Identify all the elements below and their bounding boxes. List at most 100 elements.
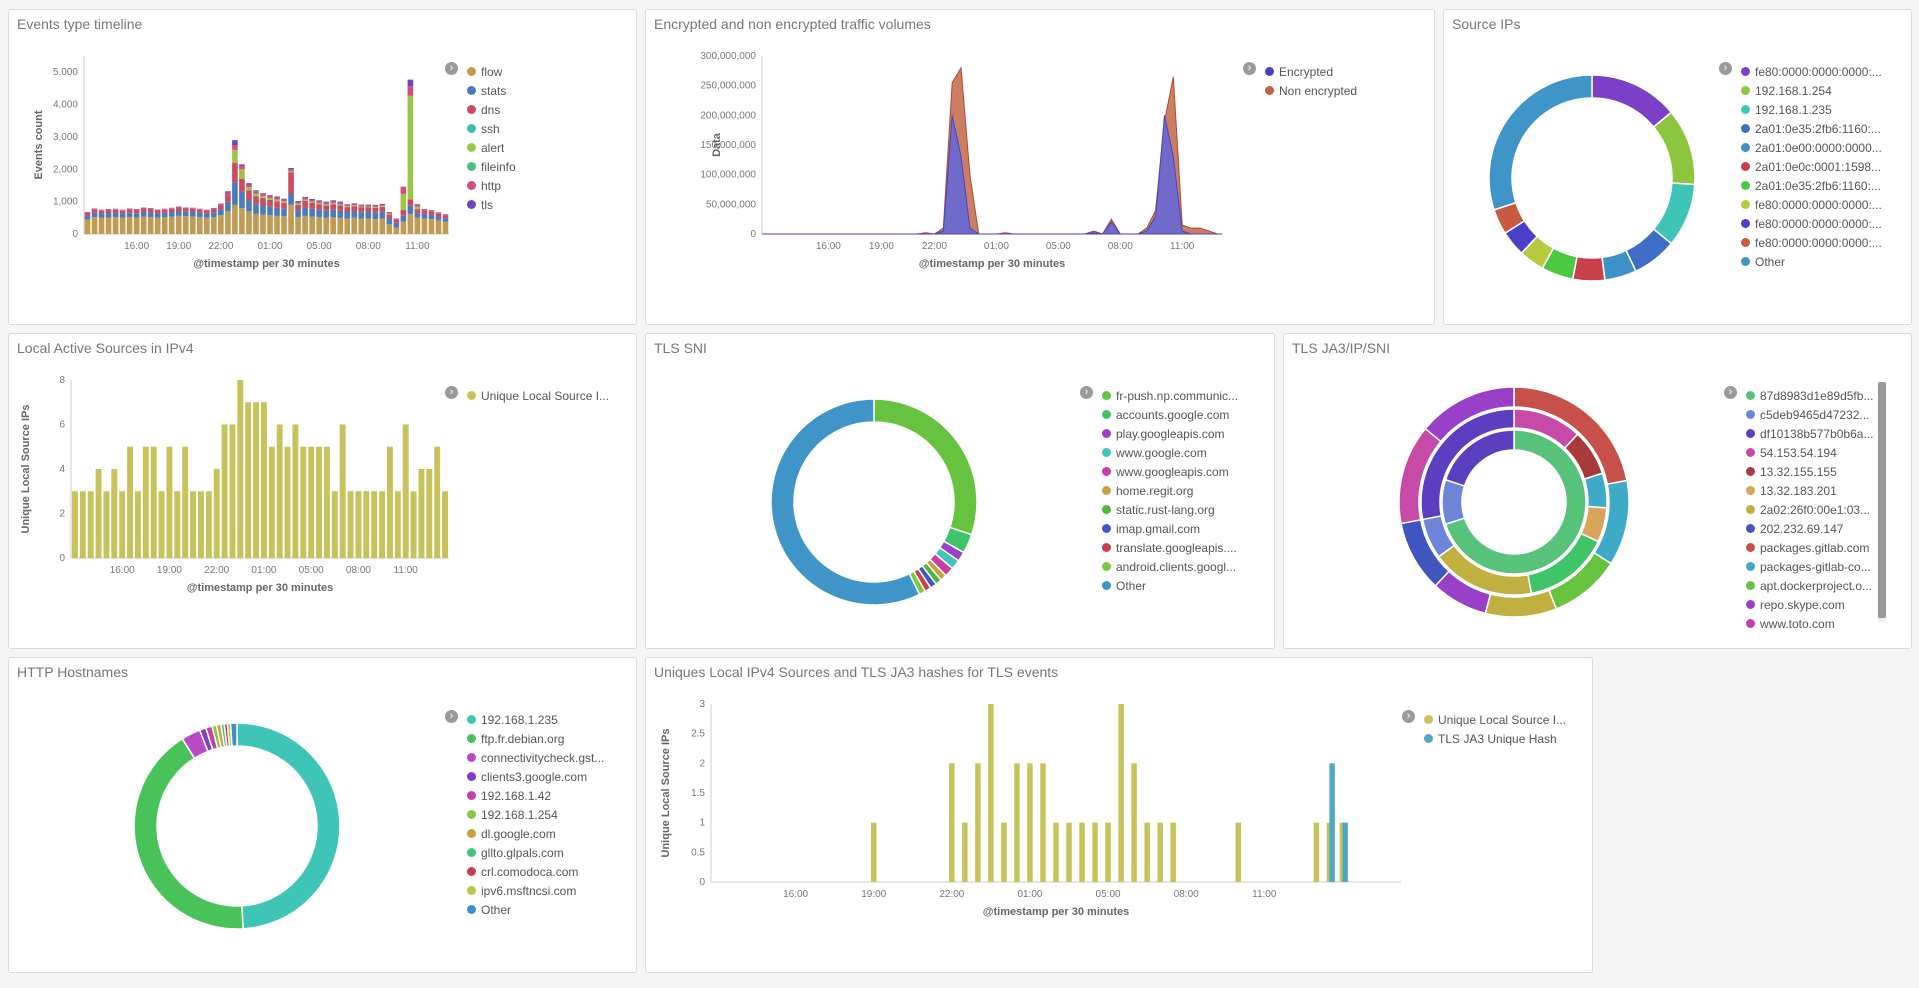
x-tick-label: 01:00 bbox=[1017, 889, 1042, 900]
legend-swatch bbox=[1746, 486, 1755, 495]
legend-item[interactable]: 2a01:0e00:0000:0000... bbox=[1741, 138, 1882, 157]
bar-alert bbox=[414, 206, 421, 210]
legend-item[interactable]: apt.dockerproject.o... bbox=[1746, 576, 1873, 595]
legend-item[interactable]: http bbox=[467, 176, 516, 195]
legend-item[interactable]: 2a02:26f0:00e1:03... bbox=[1746, 500, 1873, 519]
legend-item[interactable]: ssh bbox=[467, 119, 516, 138]
legend-item[interactable]: Unique Local Source I... bbox=[467, 386, 609, 405]
legend-item[interactable]: tls bbox=[467, 195, 516, 214]
legend-label: ftp.fr.debian.org bbox=[481, 731, 565, 746]
legend-item[interactable]: fe80:0000:0000:0000:... bbox=[1741, 195, 1882, 214]
legend-item[interactable]: www.toto.com bbox=[1746, 614, 1873, 633]
legend-item[interactable]: 202.232.69.147 bbox=[1746, 519, 1873, 538]
legend-item[interactable]: stats bbox=[467, 81, 516, 100]
legend-scrollbar[interactable] bbox=[1878, 382, 1886, 622]
legend-item[interactable]: connectivitycheck.gst... bbox=[467, 748, 604, 767]
legend-item[interactable]: ftp.fr.debian.org bbox=[467, 729, 604, 748]
legend-item[interactable]: Other bbox=[1741, 252, 1882, 271]
bar-stats bbox=[421, 213, 428, 219]
legend-item[interactable]: 192.168.1.254 bbox=[1741, 81, 1882, 100]
legend-item[interactable]: 2a01:0e35:2fb6:1160:... bbox=[1741, 176, 1882, 195]
legend-swatch bbox=[467, 810, 476, 819]
bar-flow bbox=[246, 211, 252, 234]
legend-item[interactable]: Non encrypted bbox=[1265, 81, 1357, 100]
legend-item[interactable]: 192.168.1.42 bbox=[467, 786, 604, 805]
legend-item[interactable]: 192.168.1.235 bbox=[1741, 100, 1882, 119]
bar-stats bbox=[189, 211, 196, 217]
legend-item[interactable]: dns bbox=[467, 100, 516, 119]
legend-toggle-icon[interactable]: › bbox=[445, 386, 458, 399]
legend-item[interactable]: Encrypted bbox=[1265, 62, 1357, 81]
legend-toggle-icon[interactable]: › bbox=[445, 710, 458, 723]
legend-item[interactable]: fe80:0000:0000:0000:... bbox=[1741, 233, 1882, 252]
legend-item[interactable]: ipv6.msftncsi.com bbox=[467, 881, 604, 900]
bar-unique-local-source-ips bbox=[182, 446, 189, 558]
legend-item[interactable]: fe80:0000:0000:0000:... bbox=[1741, 62, 1882, 81]
legend-item[interactable]: home.regit.org bbox=[1102, 481, 1238, 500]
bar-flow bbox=[133, 217, 140, 234]
legend-item[interactable]: accounts.google.com bbox=[1102, 405, 1238, 424]
legend-item[interactable]: crl.comodoca.com bbox=[467, 862, 604, 881]
bar-tls bbox=[323, 201, 329, 203]
legend-toggle-icon[interactable]: › bbox=[1719, 62, 1732, 75]
legend-toggle-icon[interactable]: › bbox=[445, 62, 458, 75]
bar-http bbox=[260, 194, 266, 197]
x-tick-label: 05:00 bbox=[1046, 241, 1071, 252]
legend-item[interactable]: static.rust-lang.org bbox=[1102, 500, 1238, 519]
legend-label: fe80:0000:0000:0000:... bbox=[1755, 197, 1882, 212]
legend-item[interactable]: Unique Local Source I... bbox=[1424, 710, 1566, 729]
bar-unique-local-source-ips bbox=[962, 822, 968, 882]
legend-item[interactable]: Other bbox=[467, 900, 604, 919]
legend-item[interactable]: 54.153.54.194 bbox=[1746, 443, 1873, 462]
legend-item[interactable]: imap.gmail.com bbox=[1102, 519, 1238, 538]
legend-toggle-icon[interactable]: › bbox=[1402, 710, 1415, 723]
y-tick-label: 2.5 bbox=[691, 729, 705, 740]
legend-item[interactable]: clients3.google.com bbox=[467, 767, 604, 786]
legend-item[interactable]: flow bbox=[467, 62, 516, 81]
legend-item[interactable]: alert bbox=[467, 138, 516, 157]
legend-item[interactable]: repo.skype.com bbox=[1746, 595, 1873, 614]
legend-item[interactable]: gllto.glpals.com bbox=[467, 843, 604, 862]
legend-item[interactable]: 13.32.155.155 bbox=[1746, 462, 1873, 481]
legend-item[interactable]: Other bbox=[1102, 576, 1238, 595]
legend-label: Other bbox=[481, 902, 512, 917]
legend-item[interactable]: translate.googleapis.... bbox=[1102, 538, 1238, 557]
legend-swatch bbox=[1265, 86, 1274, 95]
legend-item[interactable]: 192.168.1.254 bbox=[467, 805, 604, 824]
legend-item[interactable]: dl.google.com bbox=[467, 824, 604, 843]
legend-item[interactable]: www.google.com bbox=[1102, 443, 1238, 462]
bar-flow bbox=[182, 216, 189, 234]
legend-item[interactable]: packages-gitlab-co... bbox=[1746, 557, 1873, 576]
legend-item[interactable]: 2a01:0e35:2fb6:1160:... bbox=[1741, 119, 1882, 138]
legend-item[interactable]: df10138b577b0b6a... bbox=[1746, 424, 1873, 443]
legend-label: clients3.google.com bbox=[481, 769, 588, 784]
y-tick-label: 3 bbox=[699, 699, 705, 710]
bar-tls bbox=[260, 193, 266, 195]
legend-item[interactable]: packages.gitlab.com bbox=[1746, 538, 1873, 557]
legend-item[interactable]: 192.168.1.235 bbox=[467, 710, 604, 729]
bar-dns bbox=[442, 215, 449, 219]
bar-http bbox=[225, 192, 231, 196]
legend-item[interactable]: www.googleapis.com bbox=[1102, 462, 1238, 481]
bar-http bbox=[246, 184, 252, 188]
legend-toggle-icon[interactable]: › bbox=[1080, 386, 1093, 399]
legend-scroll-thumb[interactable] bbox=[1878, 382, 1886, 618]
legend-item[interactable]: play.googleapis.com bbox=[1102, 424, 1238, 443]
bar-unique-local-source-ips bbox=[1079, 822, 1085, 882]
legend-item[interactable]: 13.32.183.201 bbox=[1746, 481, 1873, 500]
panel-http-hostnames: HTTP Hostnames › 192.168.1.235 ftp.fr.deb… bbox=[8, 657, 637, 973]
legend-item[interactable]: TLS JA3 Unique Hash bbox=[1424, 729, 1566, 748]
bar-unique-local-source-ips bbox=[331, 491, 338, 558]
legend-item[interactable]: 87d8983d1e89d5fb... bbox=[1746, 386, 1873, 405]
legend-item[interactable]: c5deb9465d47232... bbox=[1746, 405, 1873, 424]
legend-toggle-icon[interactable]: › bbox=[1724, 386, 1737, 399]
legend-item[interactable]: fe80:0000:0000:0000:... bbox=[1741, 214, 1882, 233]
y-axis-label: Unique Local Source IPs bbox=[660, 729, 672, 858]
bar-tls-ja3-unique-hash bbox=[1342, 822, 1348, 882]
legend-item[interactable]: 2a01:0e0c:0001:1598... bbox=[1741, 157, 1882, 176]
legend-item[interactable]: fileinfo bbox=[467, 157, 516, 176]
legend-toggle-icon[interactable]: › bbox=[1243, 62, 1256, 75]
legend-item[interactable]: android.clients.googl... bbox=[1102, 557, 1238, 576]
pie-slice bbox=[133, 737, 244, 930]
legend-item[interactable]: fr-push.np.communic... bbox=[1102, 386, 1238, 405]
